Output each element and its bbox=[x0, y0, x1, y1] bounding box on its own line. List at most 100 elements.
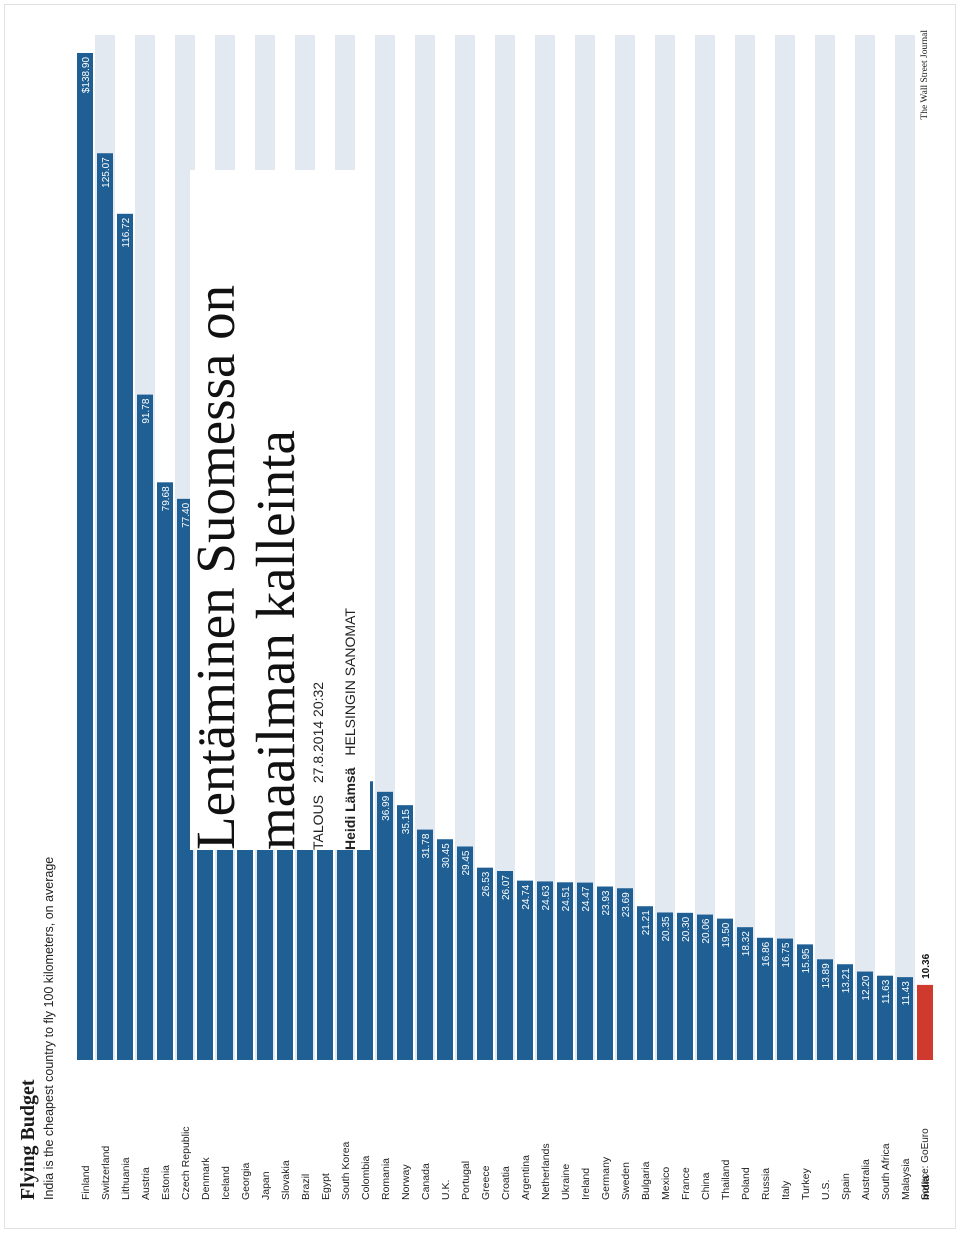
chart-source: Source: GoEuro bbox=[920, 1128, 931, 1200]
value-label: 11.43 bbox=[901, 981, 912, 1006]
value-label: 26.53 bbox=[481, 871, 492, 896]
bar bbox=[777, 938, 793, 1060]
value-label: 10.36 bbox=[921, 953, 932, 978]
bar bbox=[797, 944, 813, 1060]
article-header: Lentäminen Suomessa on maailman kalleint… bbox=[185, 170, 370, 850]
row-band bbox=[495, 35, 515, 1060]
bar bbox=[577, 882, 593, 1060]
article-headline: Lentäminen Suomessa on maailman kalleint… bbox=[185, 284, 306, 850]
value-label: $138.90 bbox=[81, 57, 92, 94]
category-label: Georgia bbox=[240, 1162, 252, 1200]
category-label: Sweden bbox=[620, 1162, 632, 1200]
bar bbox=[77, 52, 93, 1060]
category-label: Argentina bbox=[520, 1155, 532, 1200]
bar bbox=[837, 964, 853, 1060]
bar bbox=[497, 870, 513, 1060]
value-label: 13.21 bbox=[841, 968, 852, 993]
value-label: 24.51 bbox=[561, 886, 572, 911]
value-label: 26.07 bbox=[501, 875, 512, 900]
row-band bbox=[775, 35, 795, 1060]
value-label: 13.89 bbox=[821, 963, 832, 988]
value-label: 20.35 bbox=[661, 916, 672, 941]
row-band bbox=[535, 35, 555, 1060]
category-label: Finland bbox=[80, 1165, 92, 1200]
category-label: South Korea bbox=[340, 1141, 352, 1200]
bar bbox=[697, 914, 713, 1060]
chart-panel: Finland $138.90 Switzerland 125.07 Lithuania… bbox=[15, 30, 945, 1200]
category-label: Colombia bbox=[360, 1155, 372, 1200]
bar bbox=[377, 791, 393, 1060]
category-label: Brazil bbox=[300, 1174, 312, 1200]
category-label: Romania bbox=[380, 1158, 392, 1200]
bar bbox=[177, 498, 193, 1060]
bar bbox=[917, 984, 933, 1060]
row-band bbox=[815, 35, 835, 1060]
row-band bbox=[575, 35, 595, 1060]
category-label: Croatia bbox=[500, 1166, 512, 1200]
value-label: 24.74 bbox=[521, 884, 532, 909]
category-label: Czech Republic bbox=[180, 1126, 192, 1200]
chart-credit: The Wall Street Journal bbox=[920, 30, 930, 120]
category-label: Germany bbox=[600, 1156, 612, 1200]
value-label: 77.40 bbox=[181, 502, 192, 527]
bar bbox=[437, 839, 453, 1060]
article-datetime: 27.8.2014 20:32 bbox=[310, 681, 326, 784]
chart-title: Flying Budget bbox=[17, 1079, 39, 1200]
article-author[interactable]: Heidi Lämsä bbox=[342, 767, 358, 850]
bar bbox=[857, 971, 873, 1060]
category-label: Egypt bbox=[320, 1173, 332, 1200]
category-label: Mexico bbox=[660, 1167, 672, 1200]
value-label: 21.21 bbox=[641, 910, 652, 935]
row-band bbox=[695, 35, 715, 1060]
category-label: Portugal bbox=[460, 1161, 472, 1200]
article-publication: HELSINGIN SANOMAT bbox=[342, 608, 358, 756]
category-label: Malaysia bbox=[900, 1158, 912, 1200]
scan-border bbox=[4, 4, 956, 1229]
row-band bbox=[855, 35, 875, 1060]
value-label: 12.20 bbox=[861, 975, 872, 1000]
bar bbox=[157, 482, 173, 1060]
category-label: Canada bbox=[420, 1163, 432, 1200]
category-label: Lithuania bbox=[120, 1157, 132, 1200]
value-label: 36.99 bbox=[381, 795, 392, 820]
category-label: U.S. bbox=[820, 1180, 832, 1200]
bar bbox=[737, 927, 753, 1060]
bar bbox=[557, 882, 573, 1060]
article-meta: TALOUS 27.8.2014 20:32 bbox=[310, 674, 326, 850]
category-label: France bbox=[680, 1167, 692, 1200]
category-label: Ireland bbox=[580, 1168, 592, 1200]
bar bbox=[677, 912, 693, 1060]
value-label: 19.50 bbox=[721, 922, 732, 947]
category-label: Iceland bbox=[220, 1166, 232, 1200]
value-label: 31.78 bbox=[421, 833, 432, 858]
category-label: Bulgaria bbox=[640, 1161, 652, 1200]
value-label: 79.68 bbox=[161, 486, 172, 511]
value-label: 35.15 bbox=[401, 809, 412, 834]
category-label: Estonia bbox=[160, 1165, 172, 1200]
category-label: Thailand bbox=[720, 1160, 732, 1200]
category-label: Norway bbox=[400, 1164, 412, 1200]
category-label: Australia bbox=[860, 1159, 872, 1200]
category-label: Austria bbox=[140, 1167, 152, 1200]
category-label: Italy bbox=[780, 1180, 792, 1200]
category-label: South Africa bbox=[880, 1143, 892, 1200]
value-label: 29.45 bbox=[461, 850, 472, 875]
value-label: 18.32 bbox=[741, 931, 752, 956]
value-label: 16.75 bbox=[781, 942, 792, 967]
bar bbox=[657, 912, 673, 1060]
bar bbox=[757, 937, 773, 1060]
chart-subtitle: India is the cheapest country to fly 100… bbox=[42, 856, 56, 1200]
bar bbox=[597, 886, 613, 1060]
value-label: 23.93 bbox=[601, 890, 612, 915]
bar bbox=[397, 805, 413, 1060]
bar bbox=[717, 918, 733, 1060]
row-band bbox=[895, 35, 915, 1060]
article-section[interactable]: TALOUS bbox=[310, 795, 326, 850]
value-label: 23.69 bbox=[621, 892, 632, 917]
value-label: 20.30 bbox=[681, 916, 692, 941]
bar bbox=[897, 977, 913, 1060]
bar bbox=[617, 888, 633, 1060]
value-label: 30.45 bbox=[441, 843, 452, 868]
row-band bbox=[615, 35, 635, 1060]
row-band bbox=[735, 35, 755, 1060]
